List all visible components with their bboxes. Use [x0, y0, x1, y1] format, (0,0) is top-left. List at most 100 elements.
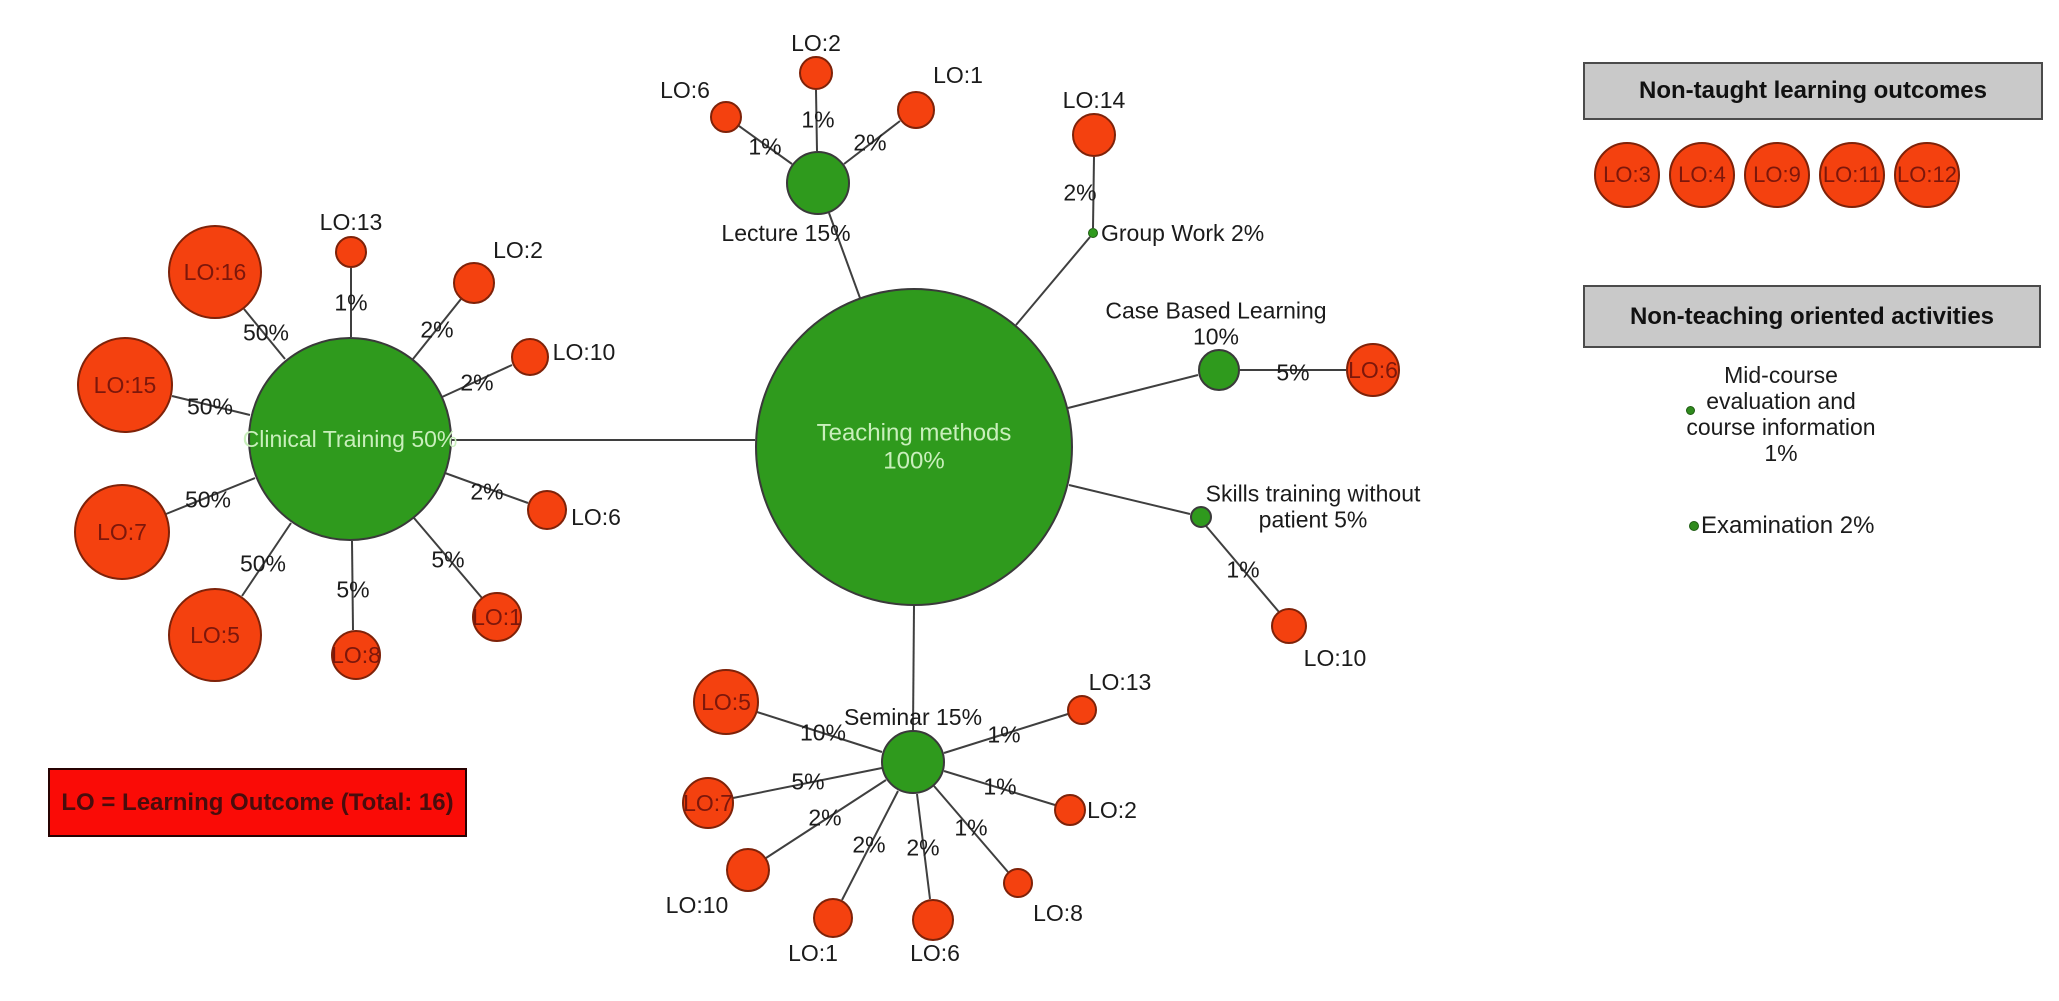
edge-line [1205, 525, 1280, 613]
label-sem-lo7: LO:7 [683, 789, 733, 816]
node-group-work [1088, 228, 1098, 238]
edge-line [1068, 484, 1191, 515]
edge-label: 1% [983, 773, 1017, 800]
edge-line [756, 711, 883, 753]
label-teaching-methods: Teaching methods 100% [816, 419, 1012, 474]
edge-label: 2% [470, 478, 504, 505]
node-ct-lo6 [527, 490, 567, 530]
node-sem-lo2 [1054, 794, 1086, 826]
node-ct-lo7 [74, 484, 170, 580]
edge-line [828, 212, 861, 299]
label-lec-lo6: LO:6 [660, 76, 710, 103]
node-sem-lo8 [1003, 868, 1033, 898]
label-seminar: Seminar 15% [843, 703, 983, 730]
non-taught-lo-circle: LO:12 [1894, 142, 1960, 208]
edge-label: 2% [420, 316, 454, 343]
node-ct-lo13 [335, 236, 367, 268]
node-lec-lo2 [799, 56, 833, 90]
label-gw-lo14: LO:14 [1062, 86, 1126, 113]
edge-line [841, 790, 899, 901]
label-lec-lo2: LO:2 [791, 29, 841, 56]
node-cbl-lo6 [1346, 343, 1400, 397]
node-sem-lo1 [813, 898, 853, 938]
label-st-lo10: LO:10 [1303, 644, 1367, 671]
label-cbl-lo6: LO:6 [1348, 356, 1398, 383]
edge-line [241, 522, 292, 597]
edge-line [933, 785, 1009, 873]
edge-line [943, 713, 1069, 754]
edge-label: 5% [1276, 359, 1310, 386]
non-teaching-header-label: Non-teaching oriented activities [1629, 302, 1995, 330]
non-taught-lo-circle: LO:9 [1744, 142, 1810, 208]
label-lec-lo1: LO:1 [933, 61, 983, 88]
label-ct-lo6: LO:6 [571, 503, 621, 530]
edge-line [243, 308, 286, 360]
edge-label: 5% [791, 768, 825, 795]
edge-label: 2% [808, 804, 842, 831]
edge-label: 1% [1226, 556, 1260, 583]
node-ct-lo10 [511, 338, 549, 376]
examination-dot-icon [1689, 521, 1699, 531]
legend-label: LO = Learning Outcome (Total: 16) [61, 788, 454, 816]
node-seminar [881, 730, 945, 794]
edge-line [412, 298, 462, 360]
edge-line [738, 125, 793, 165]
node-lec-lo1 [897, 91, 935, 129]
node-ct-lo2 [453, 262, 495, 304]
legend-box: LO = Learning Outcome (Total: 16) [48, 768, 467, 837]
node-case-based-learning [1198, 349, 1240, 391]
edge-label: 2% [853, 129, 887, 156]
label-sem-lo5: LO:5 [701, 688, 751, 715]
label-ct-lo5: LO:5 [190, 621, 240, 648]
edge-label: 5% [431, 546, 465, 573]
node-st-lo10 [1271, 608, 1307, 644]
edge-label: 2% [852, 831, 886, 858]
label-group-work: Group Work 2% [1101, 219, 1265, 246]
label-sem-lo1: LO:1 [788, 939, 838, 966]
label-clinical-training: Clinical Training 50% [242, 425, 458, 452]
node-lecture [786, 151, 850, 215]
label-ct-lo13: LO:13 [319, 208, 383, 235]
node-sem-lo7 [682, 777, 734, 829]
edge-line [732, 767, 883, 799]
non-taught-lo-row: LO:3 LO:4 LO:9 LO:11 LO:12 [1594, 142, 1960, 208]
node-sem-lo13 [1067, 695, 1097, 725]
label-sem-lo8: LO:8 [1033, 899, 1083, 926]
edge-line [171, 395, 251, 416]
edge-label: 1% [801, 106, 835, 133]
edge-line [1067, 374, 1199, 409]
non-taught-lo-circle: LO:4 [1669, 142, 1735, 208]
edge-line [1015, 236, 1091, 326]
non-taught-lo-circle: LO:11 [1819, 142, 1885, 208]
edge-line [444, 472, 529, 504]
label-sem-lo6: LO:6 [910, 939, 960, 966]
node-sem-lo6 [912, 899, 954, 941]
examination-label: Examination 2% [1701, 512, 1875, 539]
node-sem-lo10 [726, 848, 770, 892]
edge-label: 50% [242, 319, 290, 346]
node-ct-lo8 [331, 630, 381, 680]
label-ct-lo16: LO:16 [183, 258, 247, 285]
edge-label: 10% [799, 719, 847, 746]
node-gw-lo14 [1072, 113, 1116, 157]
edge-line [441, 364, 513, 398]
node-ct-lo15 [77, 337, 173, 433]
label-ct-lo1: LO:1 [472, 603, 522, 630]
midcourse-label: Mid-course evaluation and course informa… [1686, 362, 1876, 466]
edge-line [815, 89, 818, 152]
node-sem-lo5 [693, 669, 759, 735]
edge-line [843, 120, 901, 165]
edge-line [351, 540, 354, 631]
edge-label: 2% [460, 369, 494, 396]
non-taught-header-label: Non-taught learning outcomes [1639, 77, 1987, 104]
edge-line [765, 779, 887, 859]
node-teaching-methods [755, 288, 1073, 606]
midcourse-dot-icon [1686, 406, 1695, 415]
edge-label: 2% [906, 834, 940, 861]
label-lecture: Lecture 15% [721, 219, 851, 246]
label-ct-lo10: LO:10 [552, 338, 616, 365]
edge-line [912, 605, 915, 731]
edge-label: 50% [239, 550, 287, 577]
